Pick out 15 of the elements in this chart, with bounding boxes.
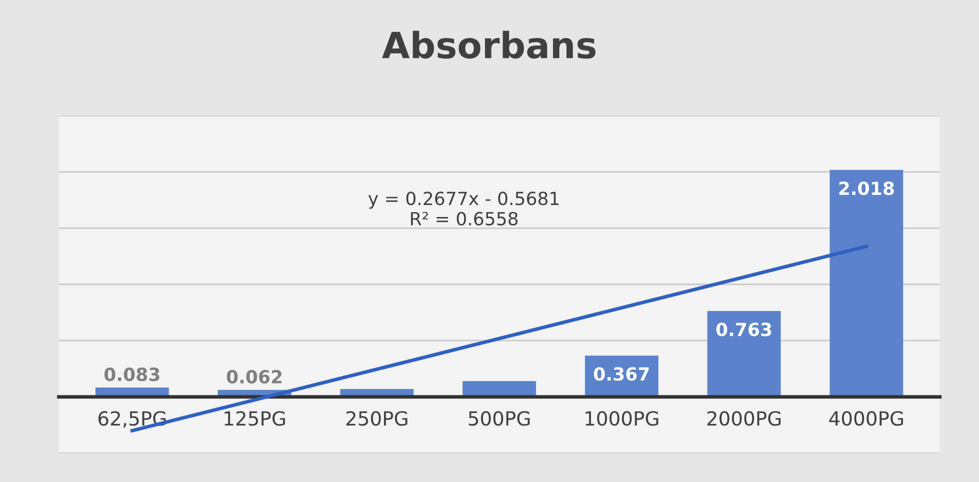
chart-title: Absorbans	[382, 30, 596, 59]
data-label: 0.062	[226, 370, 282, 384]
data-label: 2.018	[839, 181, 894, 196]
data-label: 0.367	[594, 367, 649, 381]
data-label: 0.083	[104, 368, 160, 382]
x-tick-label: 2000PG	[707, 411, 781, 426]
x-tick-label: 250PG	[346, 411, 408, 426]
data-label: 0.763	[716, 322, 772, 336]
bar	[707, 311, 781, 397]
bar	[830, 170, 904, 397]
x-tick-label: 125PG	[224, 411, 285, 426]
x-tick-label: 1000PG	[586, 411, 658, 426]
x-tick-label: 4000PG	[829, 411, 903, 426]
annotation: y = 0.2677x - 0.5681 R² = 0.6558	[368, 192, 559, 226]
x-tick-label: 500PG	[468, 411, 530, 426]
